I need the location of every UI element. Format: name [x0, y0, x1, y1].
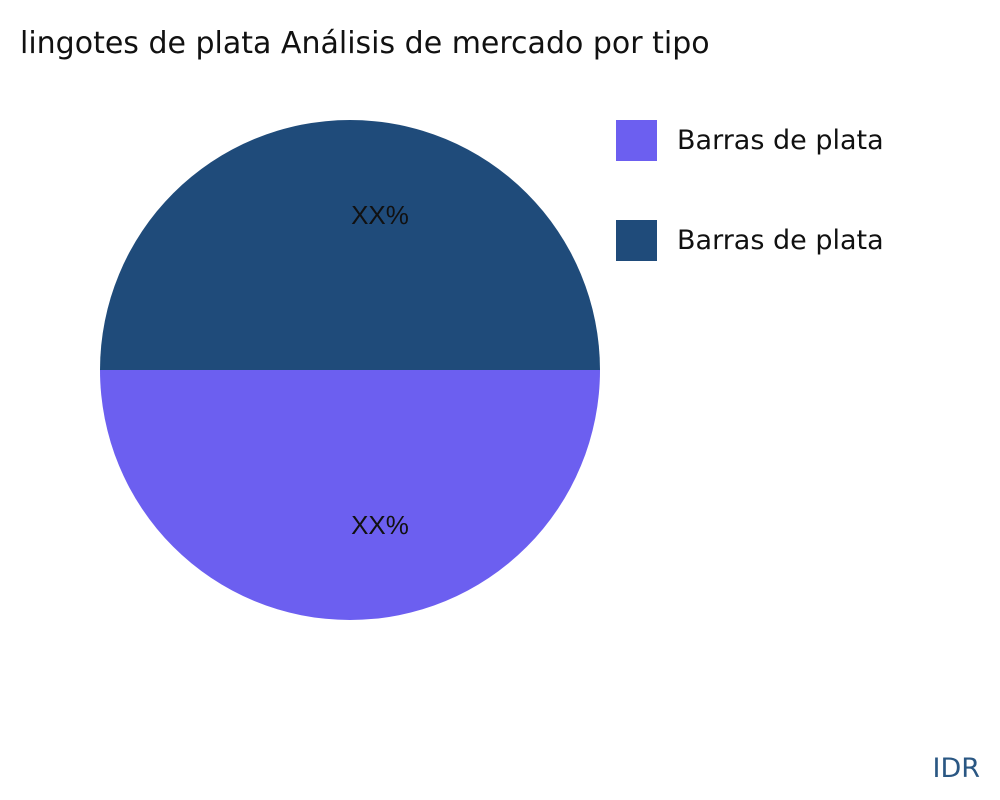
legend-label: Barras de plata — [677, 225, 884, 256]
legend-label: Barras de plata — [677, 125, 884, 156]
slice-label: XX% — [351, 200, 409, 230]
pie-slice[interactable] — [100, 370, 600, 620]
chart-title: lingotes de plata Análisis de mercado po… — [20, 26, 710, 61]
legend-swatch — [616, 120, 657, 161]
slice-label: XX% — [351, 510, 409, 540]
legend-item[interactable]: Barras de plata — [616, 220, 884, 261]
legend-item[interactable]: Barras de plata — [616, 120, 884, 161]
legend-swatch — [616, 220, 657, 261]
brand-logo-text: IDR — [932, 753, 980, 784]
pie-slice[interactable] — [100, 120, 600, 370]
